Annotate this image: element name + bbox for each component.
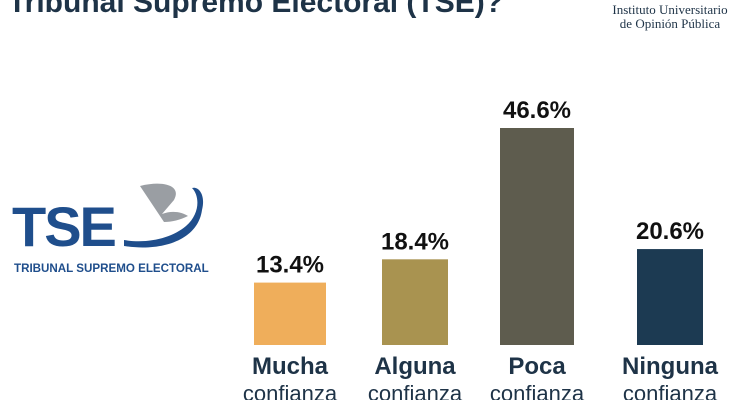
bar — [254, 282, 326, 345]
category-label: Poca — [508, 353, 566, 380]
bar — [382, 259, 448, 345]
bar-value-label: 18.4% — [381, 228, 449, 255]
bar-value-label: 20.6% — [636, 218, 704, 245]
dove-body-icon — [124, 187, 204, 248]
tse-logo: TSE TRIBUNAL SUPREMO ELECTORAL — [12, 183, 209, 275]
bar — [500, 128, 574, 345]
institution-name-line2: de Opinión Pública — [619, 16, 721, 31]
category-sublabel: confianza — [368, 381, 463, 400]
chart-title: Tribunal Supremo Electoral (TSE)? — [8, 0, 504, 19]
category-label: Alguna — [374, 353, 456, 380]
institution-name-line1: Instituto Universitario — [612, 2, 728, 17]
category-sublabel: confianza — [490, 381, 585, 400]
logo-caption: TRIBUNAL SUPREMO ELECTORAL — [14, 262, 209, 275]
logo-letters: TSE — [12, 195, 116, 258]
category-sublabel: confianza — [243, 381, 338, 400]
bar-value-label: 46.6% — [503, 97, 571, 124]
category-label: Ninguna — [622, 353, 719, 380]
bar — [637, 249, 703, 345]
category-label: Mucha — [252, 353, 329, 380]
bar-value-label: 13.4% — [256, 252, 324, 279]
category-sublabel: confianza — [623, 381, 718, 400]
dove-wing-icon — [140, 183, 188, 222]
